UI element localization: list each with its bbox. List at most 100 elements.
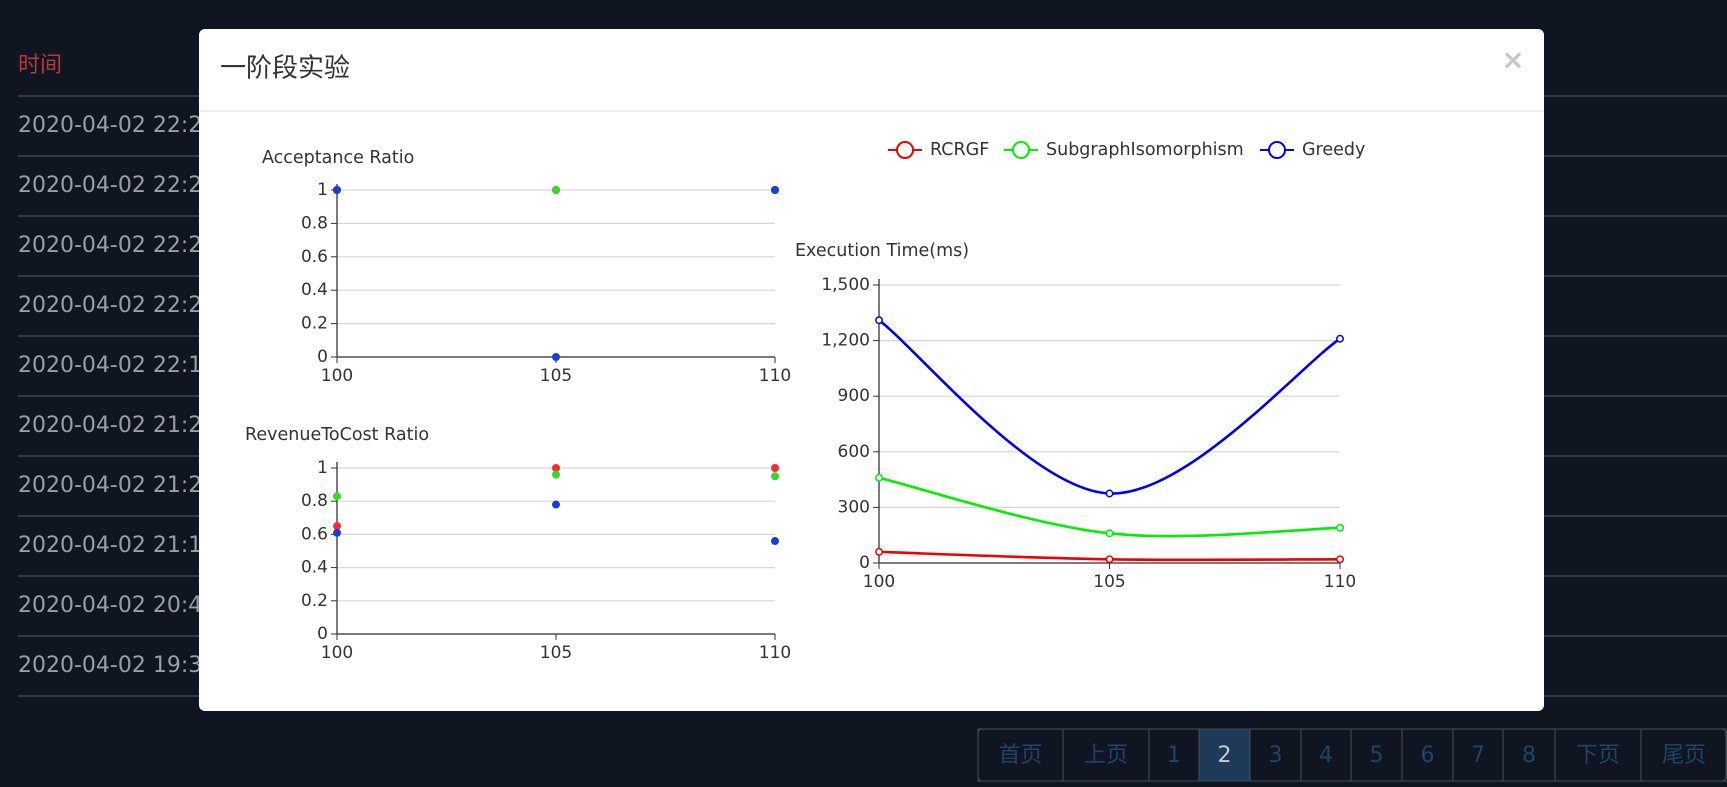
legend-item[interactable]: RCRGF [888,140,989,160]
pagination: 首页 上页 1 2 3 4 5 6 7 8 下页 尾页 [977,728,1727,782]
x-tick-label: 105 [540,366,572,386]
y-tick-label: 0 [317,624,328,644]
line-point [1336,334,1344,343]
scatter-point [552,470,560,479]
y-tick-label: 0.4 [301,280,328,300]
line-point [1336,523,1344,532]
page-button-label[interactable]: 上页 [1084,743,1128,768]
y-tick-label: 0 [317,347,328,367]
line-point [1105,555,1114,564]
y-tick-label: 1 [317,180,328,200]
row-time: 2020-04-02 21:29 [18,413,216,438]
page-button[interactable]: 7 [1452,728,1504,782]
legend-item[interactable]: Greedy [1260,140,1365,160]
chart: Acceptance Ratio 0 0.2 0.4 0.6 0.8 1 100 105 110 [262,148,791,386]
page-button-bg [1640,728,1727,782]
line-point [875,473,883,482]
x-tick-label: 105 [1093,572,1125,592]
legend-marker [1268,141,1286,159]
page-button-bg [1198,728,1251,782]
y-tick-label: 300 [838,497,870,517]
close-button[interactable]: × [1501,43,1524,76]
page-button-label[interactable]: 4 [1319,743,1333,768]
line-point [875,316,883,325]
page-button-label[interactable]: 首页 [998,743,1042,768]
chart-title: Acceptance Ratio [262,148,414,168]
scatter-point [552,186,560,194]
chart-title: Execution Time(ms) [795,241,969,261]
page-button-label[interactable]: 尾页 [1662,743,1706,768]
page-button[interactable]: 4 [1300,728,1352,782]
legend-marker [896,141,914,159]
x-tick-label: 100 [321,366,353,386]
page-button-label[interactable]: 3 [1269,743,1283,768]
y-tick-label: 0.4 [301,558,328,578]
row-time: 2020-04-02 21:19 [18,533,216,558]
x-tick-label: 100 [321,643,353,663]
scatter-point [771,472,779,481]
page-button-label[interactable]: 1 [1167,743,1181,768]
y-tick-label: 0.2 [301,314,328,334]
row-time: 2020-04-02 22:25 [18,293,216,318]
scatter-point [333,528,341,537]
y-tick-label: 0.8 [301,491,328,511]
line-point [1105,529,1114,538]
y-tick-label: 0.2 [301,591,328,611]
page-button-label[interactable]: 2 [1218,743,1232,768]
y-tick-label: 0.6 [301,524,328,544]
legend-label[interactable]: SubgraphIsomorphism [1046,140,1244,160]
modal-title: 一阶段实验 [220,54,350,84]
page-button[interactable]: 6 [1401,728,1454,782]
y-tick-label: 0.8 [301,213,328,233]
y-tick-label: 0.6 [301,247,328,267]
y-tick-label: 900 [838,386,870,406]
line-point [1336,555,1344,564]
page-button-label[interactable]: 下页 [1576,743,1620,768]
scatter-point [333,522,341,531]
column-header: 时间 [18,53,62,78]
page-button-label[interactable]: 7 [1471,743,1485,768]
y-tick-label: 1,500 [821,275,870,295]
y-tick-label: 1,200 [821,331,870,351]
x-tick-label: 110 [759,643,791,663]
page-button[interactable]: 首页 [977,728,1064,782]
page-button-label[interactable]: 5 [1370,743,1384,768]
legend-marker [1012,141,1030,159]
scatter-point [333,492,341,501]
page-button[interactable]: 下页 [1554,728,1642,782]
chart-title: RevenueToCost Ratio [245,425,429,445]
chart: Execution Time(ms) 0 300 600 900 1,200 1,500 10… [795,241,1356,592]
row-time: 2020-04-02 22:27 [18,233,216,258]
page-button[interactable]: 1 [1148,728,1200,782]
y-tick-label: 600 [838,442,870,462]
scatter-point [771,186,779,194]
scatter-point [552,464,560,472]
page-button[interactable]: 2 [1198,728,1251,782]
page-button-label[interactable]: 8 [1522,743,1536,768]
row-time: 2020-04-02 22:28 [18,113,216,138]
legend-label[interactable]: Greedy [1302,140,1365,160]
x-tick-label: 105 [540,643,572,663]
scatter-point [771,537,779,546]
modal [199,29,1544,711]
chart: RevenueToCost Ratio 0 0.2 0.4 0.6 0.8 1 100 105 1… [245,425,791,663]
x-tick-label: 100 [863,572,895,592]
row-time: 2020-04-02 22:19 [18,353,216,378]
scatter-point [333,186,341,194]
legend-item[interactable]: SubgraphIsomorphism [1004,140,1244,160]
row-time: 2020-04-02 22:27 [18,173,216,198]
page-button[interactable]: 尾页 [1640,728,1727,782]
row-time: 2020-04-02 19:36 [18,653,216,678]
page-button[interactable]: 3 [1249,728,1302,782]
x-tick-label: 110 [1324,572,1356,592]
page-button[interactable]: 上页 [1062,728,1150,782]
row-time: 2020-04-02 21:26 [18,473,216,498]
page-button[interactable]: 8 [1502,728,1556,782]
legend-label[interactable]: RCRGF [930,140,989,160]
line-point [875,547,883,556]
page-button-label[interactable]: 6 [1421,743,1435,768]
y-tick-label: 0 [859,553,870,573]
page-button[interactable]: 5 [1350,728,1403,782]
